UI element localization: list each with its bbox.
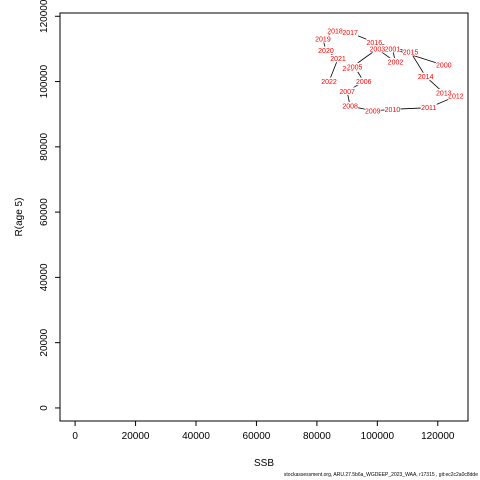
point-label-background <box>317 46 334 55</box>
x-tick-label: 0 <box>72 431 78 442</box>
x-tick-label: 100000 <box>361 431 395 442</box>
point-label-2014: 2014 <box>418 74 434 81</box>
x-axis: 0 20000 40000 60000 80000 100000 120000 <box>72 421 455 442</box>
x-tick-label: 20000 <box>122 431 150 442</box>
point-label-2010: 2010 <box>385 107 401 114</box>
point-label-background <box>402 48 419 56</box>
point-labels: 2000200120022003200420052006200720082009… <box>314 26 464 115</box>
point-label-background <box>330 54 347 63</box>
point-label-2015: 2015 <box>403 50 419 57</box>
point-label-background <box>384 105 401 113</box>
point-label-2022: 2022 <box>321 79 337 86</box>
point-label-2005: 2005 <box>347 64 363 71</box>
point-label-2008: 2008 <box>342 104 358 111</box>
y-tick-label: 20000 <box>39 328 50 356</box>
point-label-background <box>342 28 359 37</box>
point-label-2006: 2006 <box>356 79 372 86</box>
point-label-2002: 2002 <box>388 59 404 66</box>
y-tick-label: 120000 <box>39 0 50 33</box>
x-tick-label: 120000 <box>421 431 455 442</box>
footer-note: stockassessment.org, ARU.27.5b6a_WGDEEP_… <box>283 472 478 478</box>
point-label-2019: 2019 <box>315 37 331 44</box>
point-label-2013: 2013 <box>436 90 452 97</box>
plot-frame <box>59 12 469 422</box>
point-label-2016: 2016 <box>367 40 383 47</box>
y-tick-label: 100000 <box>39 64 50 98</box>
point-label-2009: 2009 <box>365 108 381 115</box>
point-label-background <box>435 88 452 97</box>
y-tick-label: 60000 <box>39 198 50 226</box>
point-label-2003: 2003 <box>370 46 386 53</box>
point-label-background <box>355 77 372 86</box>
y-axis-title: R(age 5) <box>14 198 25 237</box>
point-label-background <box>384 44 401 53</box>
point-label-background <box>387 57 404 66</box>
point-label-background <box>366 38 383 46</box>
y-tick-label: 80000 <box>39 132 50 160</box>
y-axis: 0 20000 40000 60000 80000 100000 120000 <box>39 0 60 411</box>
x-tick-label: 40000 <box>182 431 210 442</box>
point-label-2018: 2018 <box>327 28 343 35</box>
point-label-2001: 2001 <box>385 46 401 53</box>
point-label-background <box>320 77 337 86</box>
x-axis-title: SSB <box>254 458 274 469</box>
point-label-background <box>417 72 434 81</box>
x-tick-label: 60000 <box>243 431 271 442</box>
point-label-2000: 2000 <box>436 63 452 70</box>
x-tick-label: 80000 <box>303 431 331 442</box>
point-label-background <box>346 62 363 71</box>
point-label-background <box>314 35 331 43</box>
point-label-2017: 2017 <box>342 30 358 37</box>
y-tick-label: 40000 <box>39 263 50 291</box>
point-label-background <box>420 103 437 112</box>
point-label-2011: 2011 <box>421 105 436 112</box>
point-label-background <box>447 92 464 100</box>
point-label-background <box>364 106 381 115</box>
point-label-2021: 2021 <box>330 56 346 63</box>
point-label-2007: 2007 <box>339 89 355 96</box>
point-label-background <box>435 61 452 69</box>
point-label-background <box>342 102 359 110</box>
point-label-background <box>339 87 356 95</box>
y-tick-label: 0 <box>39 405 50 411</box>
point-label-background <box>327 26 344 35</box>
point-label-2020: 2020 <box>318 48 334 55</box>
point-label-background <box>369 44 386 53</box>
point-label-2012: 2012 <box>448 94 464 101</box>
